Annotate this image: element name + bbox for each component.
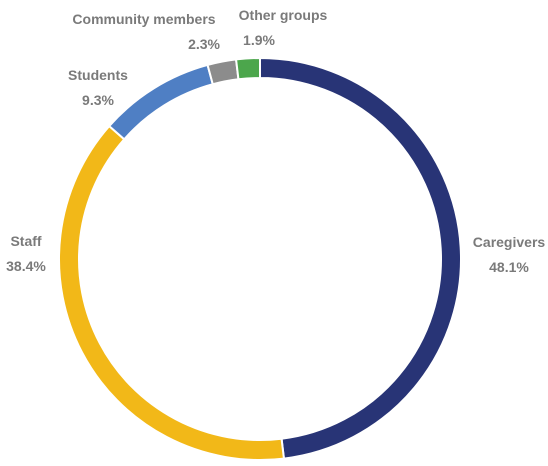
slices-layer <box>58 56 462 461</box>
slice-label-name: Staff <box>10 233 41 249</box>
slice-label-name: Caregivers <box>473 234 546 250</box>
slice-other-groups <box>234 56 261 81</box>
slice-label-value: 9.3% <box>82 92 114 108</box>
slice-label-name: Community members <box>72 11 215 27</box>
labels-layer: Caregivers 48.1% Staff 38.4% Students 9.3% Com… <box>6 7 545 275</box>
slice-label-value: 1.9% <box>243 32 275 48</box>
slice-label-value: 38.4% <box>6 258 46 274</box>
slice-staff <box>58 124 286 461</box>
slice-label-value: 48.1% <box>489 259 529 275</box>
slice-label-name: Other groups <box>239 7 328 23</box>
slice-label-value: 2.3% <box>188 36 220 52</box>
slice-label-name: Students <box>68 67 128 83</box>
slice-community-members <box>206 58 240 86</box>
slice-caregivers <box>259 56 462 460</box>
